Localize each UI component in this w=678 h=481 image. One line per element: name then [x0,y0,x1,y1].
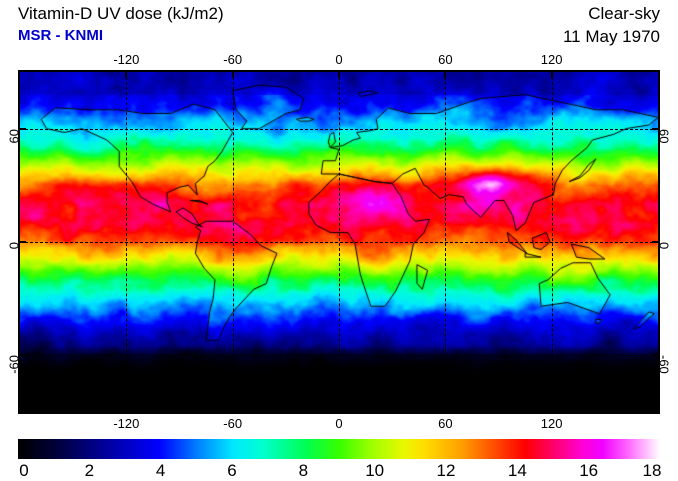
colorbar-tick-label: 4 [155,461,166,480]
y-axis-label-left: -60 [6,355,22,375]
axis-tick [652,127,660,130]
axis-tick [231,70,234,78]
date-label: 11 May 1970 [562,27,660,46]
gridline-parallel [20,128,658,130]
y-axis-label-left: 0 [6,242,22,250]
colorbar-tick-label: 16 [579,461,599,480]
y-axis-label-left: 60 [6,128,22,144]
colorbar-tick-label: 10 [365,461,385,480]
graticule-gridlines [20,72,658,412]
axis-tick [652,354,660,357]
axis-tick [338,70,340,78]
gridline-parallel [20,242,658,243]
colorbar [18,439,660,459]
x-axis-label-bottom: -60 [223,416,243,431]
axis-tick [550,70,553,78]
colorbar-tick-label: 8 [298,461,309,480]
y-axis-label-right: 60 [656,128,672,144]
axis-tick [125,70,128,78]
colorbar-tick-label: 14 [507,461,527,480]
axis-tick [338,406,340,414]
y-axis-label-right: 0 [656,242,672,250]
axis-tick [444,70,447,78]
colorbar-tick-label: 0 [19,461,29,480]
axis-tick [125,406,128,414]
x-axis-label-bottom: 0 [335,416,343,431]
colorbar-tick-label: 12 [436,461,456,480]
axis-tick [231,406,234,414]
axis-tick [550,406,553,414]
data-source-label: MSR - KNMI [18,27,103,44]
colorbar-tick-label: 2 [84,461,95,480]
x-axis-label-top: 0 [335,52,343,67]
axis-tick [18,127,26,130]
gridline-parallel [20,355,658,357]
axis-tick [444,406,447,414]
axis-tick [18,241,26,243]
x-axis-label-bottom: 120 [540,416,563,431]
y-axis-label-right: -60 [656,355,672,375]
colorbar-tick-label: 6 [227,461,237,480]
x-axis-label-top: -60 [223,52,243,67]
sky-condition-label: Clear-sky [588,4,660,23]
page-title: Vitamin-D UV dose (kJ/m2) [18,4,224,23]
colorbar-tick-label: 18 [642,461,662,480]
map-plot-area [18,70,660,414]
x-axis-label-top: -120 [113,52,140,67]
colorbar-gradient [18,439,660,459]
x-axis-label-bottom: -120 [113,416,140,431]
axis-tick [652,241,660,243]
x-axis-label-bottom: 60 [438,416,453,431]
x-axis-label-top: 60 [438,52,453,67]
x-axis-label-top: 120 [540,52,563,67]
axis-tick [18,354,26,357]
